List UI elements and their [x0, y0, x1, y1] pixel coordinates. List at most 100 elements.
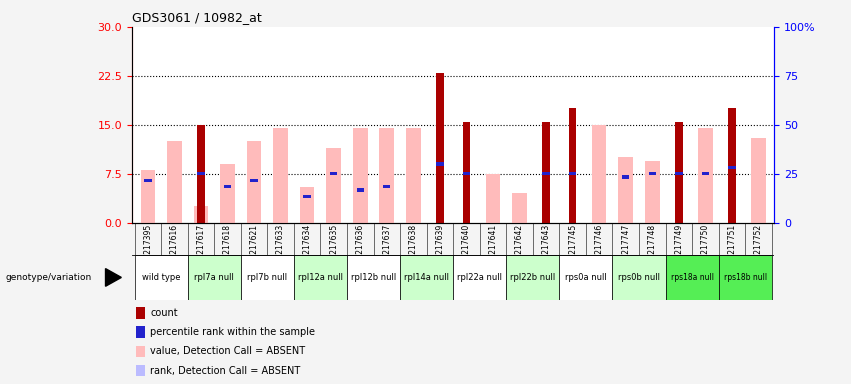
Text: GSM217618: GSM217618 — [223, 224, 232, 270]
Text: rpl22a null: rpl22a null — [457, 273, 502, 282]
Bar — [512, 194, 527, 223]
Bar — [273, 180, 288, 223]
Text: genotype/variation: genotype/variation — [5, 273, 92, 282]
Bar — [304, 195, 311, 198]
Bar — [622, 175, 630, 179]
Bar — [613, 255, 665, 300]
Text: wild type: wild type — [142, 273, 180, 282]
Text: GSM217749: GSM217749 — [674, 224, 683, 270]
Bar — [140, 170, 155, 223]
Bar — [327, 148, 341, 223]
Bar — [698, 128, 712, 223]
Text: value, Detection Call = ABSENT: value, Detection Call = ABSENT — [151, 346, 306, 356]
Bar — [188, 255, 241, 300]
Bar — [224, 185, 231, 189]
Bar — [569, 109, 576, 223]
Text: GSM217638: GSM217638 — [408, 224, 418, 270]
Text: GSM217639: GSM217639 — [436, 224, 444, 270]
Bar — [167, 141, 181, 223]
Text: GSM217635: GSM217635 — [329, 224, 338, 270]
Text: rps0b null: rps0b null — [618, 273, 660, 282]
Bar — [728, 109, 735, 223]
Bar — [675, 121, 683, 223]
Bar — [675, 172, 683, 175]
Text: GSM217752: GSM217752 — [754, 224, 763, 270]
Bar — [751, 138, 766, 223]
Bar — [406, 128, 420, 223]
Bar — [400, 255, 453, 300]
Text: GSM217621: GSM217621 — [249, 224, 259, 270]
Bar — [220, 164, 235, 223]
Bar — [506, 255, 559, 300]
Bar — [294, 255, 347, 300]
Text: GSM217616: GSM217616 — [170, 224, 179, 270]
Polygon shape — [106, 269, 122, 286]
Bar — [247, 141, 261, 223]
Bar — [357, 189, 364, 192]
Bar — [136, 346, 146, 357]
Text: rpl7a null: rpl7a null — [194, 273, 234, 282]
Bar — [569, 172, 576, 175]
Bar — [353, 128, 368, 223]
Bar — [220, 180, 235, 223]
Bar — [665, 255, 718, 300]
Bar — [347, 255, 400, 300]
Text: GSM217751: GSM217751 — [728, 224, 736, 270]
Bar — [648, 172, 656, 175]
Bar — [702, 172, 709, 175]
Bar — [718, 255, 772, 300]
Bar — [197, 172, 204, 175]
Text: GSM217750: GSM217750 — [701, 224, 710, 270]
Text: rps18b null: rps18b null — [723, 273, 767, 282]
Text: GSM217643: GSM217643 — [541, 224, 551, 270]
Text: rpl12b null: rpl12b null — [351, 273, 396, 282]
Bar — [134, 255, 188, 300]
Text: count: count — [151, 308, 178, 318]
Bar — [136, 365, 146, 376]
Text: rpl12a null: rpl12a null — [298, 273, 343, 282]
Text: GSM217642: GSM217642 — [515, 224, 524, 270]
Bar — [463, 172, 470, 175]
Bar — [619, 157, 633, 223]
Text: percentile rank within the sample: percentile rank within the sample — [151, 327, 316, 337]
Text: GSM217745: GSM217745 — [568, 224, 577, 270]
Text: rps18a null: rps18a null — [671, 273, 714, 282]
Text: GSM217395: GSM217395 — [143, 224, 152, 270]
Bar — [592, 125, 607, 223]
Text: GSM217617: GSM217617 — [197, 224, 205, 270]
Bar — [167, 180, 181, 223]
Bar — [197, 125, 204, 223]
Text: GSM217633: GSM217633 — [276, 224, 285, 270]
Text: rpl22b null: rpl22b null — [511, 273, 556, 282]
Text: rank, Detection Call = ABSENT: rank, Detection Call = ABSENT — [151, 366, 300, 376]
Text: rps0a null: rps0a null — [565, 273, 607, 282]
Bar — [542, 172, 550, 175]
Bar — [300, 187, 314, 223]
Text: GSM217637: GSM217637 — [382, 224, 391, 270]
Text: GSM217746: GSM217746 — [595, 224, 603, 270]
Bar — [406, 177, 420, 223]
Text: rpl7b null: rpl7b null — [248, 273, 288, 282]
Text: GSM217747: GSM217747 — [621, 224, 631, 270]
Bar — [463, 121, 470, 223]
Bar — [136, 307, 146, 319]
Bar — [327, 174, 341, 223]
Bar — [194, 207, 208, 223]
Bar — [383, 185, 391, 189]
Bar — [273, 128, 288, 223]
Text: GSM217640: GSM217640 — [462, 224, 471, 270]
Text: GSM217634: GSM217634 — [303, 224, 311, 270]
Bar — [241, 255, 294, 300]
Text: GSM217641: GSM217641 — [488, 224, 498, 270]
Bar — [330, 172, 337, 175]
Bar — [437, 162, 443, 166]
Bar — [645, 161, 660, 223]
Text: GSM217636: GSM217636 — [356, 224, 365, 270]
Bar — [542, 121, 550, 223]
Bar — [136, 326, 146, 338]
Bar — [453, 255, 506, 300]
Bar — [437, 73, 443, 223]
Text: GSM217748: GSM217748 — [648, 224, 657, 270]
Bar — [728, 166, 735, 169]
Bar — [250, 179, 258, 182]
